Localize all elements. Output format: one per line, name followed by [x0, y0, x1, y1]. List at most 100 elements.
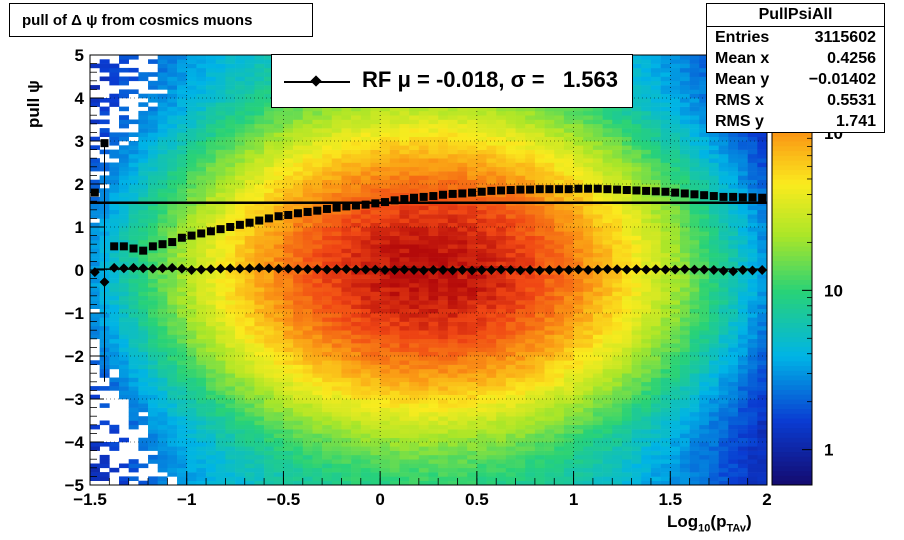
heatmap-cell	[544, 416, 555, 421]
heatmap-cell	[244, 411, 255, 417]
heatmap-cell	[273, 175, 284, 180]
heatmap-cell	[254, 420, 265, 426]
heatmap-cell	[206, 459, 217, 464]
heatmap-cell	[525, 175, 536, 180]
heatmap-cell	[515, 368, 526, 374]
heatmap-cell	[273, 325, 284, 331]
heatmap-cell	[302, 136, 313, 142]
heatmap-cell	[583, 162, 594, 168]
heatmap-cell	[351, 115, 362, 120]
heatmap-cell	[293, 325, 304, 331]
heatmap-cell	[293, 308, 304, 314]
heatmap-cell	[563, 351, 574, 357]
heatmap-cell	[457, 386, 468, 391]
heatmap-cell	[505, 394, 516, 400]
heatmap-cell	[225, 188, 236, 193]
heatmap-cell	[331, 424, 342, 430]
heatmap-cell	[583, 209, 594, 215]
heatmap-cell	[370, 386, 381, 391]
heatmap-cell	[544, 274, 555, 279]
heatmap-cell	[264, 179, 275, 185]
heatmap-cell	[196, 239, 207, 245]
heatmap-cell	[99, 128, 110, 133]
heatmap-cell	[235, 394, 246, 400]
heatmap-cell	[90, 162, 100, 168]
heatmap-cell	[486, 282, 497, 288]
heatmap-cell	[273, 433, 284, 438]
heatmap-cell	[283, 325, 294, 331]
heatmap-cell	[515, 424, 526, 430]
heatmap-cell	[370, 231, 381, 236]
heatmap-cell	[293, 252, 304, 258]
heatmap-cell	[148, 334, 158, 340]
heatmap-cell	[331, 343, 342, 348]
heatmap-cell	[167, 364, 178, 370]
heatmap-cell	[341, 192, 352, 198]
heatmap-cell	[486, 394, 497, 400]
heatmap-cell	[273, 239, 284, 245]
heatmap-cell	[167, 472, 178, 477]
heatmap-cell	[264, 287, 275, 292]
heatmap-cell	[418, 347, 429, 352]
heatmap-cell	[418, 136, 429, 142]
heatmap-cell	[167, 63, 178, 69]
heatmap-cell	[273, 308, 284, 314]
heatmap-cell	[177, 252, 188, 258]
heatmap-cell	[457, 381, 468, 387]
heatmap-cell	[264, 67, 275, 73]
heatmap-cell	[418, 313, 429, 318]
heatmap-cell	[409, 467, 420, 473]
heatmap-cell	[438, 338, 449, 344]
heatmap-cell	[157, 317, 168, 322]
heatmap-cell	[215, 128, 226, 133]
heatmap-cell	[331, 239, 342, 245]
heatmap-cell	[428, 446, 439, 451]
heatmap-cell	[215, 450, 226, 456]
heatmap-cell	[148, 252, 158, 258]
heatmap-cell	[525, 446, 536, 451]
heatmap-cell	[447, 227, 458, 232]
heatmap-cell	[389, 115, 400, 120]
heatmap-cell	[302, 196, 313, 202]
heatmap-cell	[505, 158, 516, 163]
heatmap-cell	[428, 282, 439, 288]
heatmap-cell	[138, 463, 149, 469]
heatmap-cell	[90, 317, 100, 322]
heatmap-cell	[128, 291, 139, 297]
heatmap-cell	[215, 85, 226, 90]
heatmap-cell	[157, 429, 168, 434]
heatmap-cell	[554, 304, 565, 309]
heatmap-cell	[534, 442, 545, 447]
heatmap-cell	[544, 287, 555, 292]
heatmap-cell	[447, 338, 458, 344]
heatmap-cell	[438, 463, 449, 469]
heatmap-cell	[167, 399, 178, 404]
heatmap-cell	[157, 381, 168, 387]
heatmap-cell	[438, 244, 449, 249]
heatmap-cell	[563, 128, 574, 133]
heatmap-cell	[254, 179, 265, 185]
heatmap-cell	[341, 218, 352, 223]
heatmap-cell	[496, 356, 507, 361]
heatmap-cell	[196, 394, 207, 400]
heatmap-cell	[525, 196, 536, 202]
heatmap-cell	[467, 313, 478, 318]
heatmap-cell	[235, 386, 246, 391]
heatmap-cell	[186, 136, 197, 142]
heatmap-cell	[496, 360, 507, 365]
heatmap-cell	[293, 244, 304, 249]
heatmap-cell	[534, 115, 545, 120]
heatmap-cell	[409, 119, 420, 125]
heatmap-cell	[109, 274, 120, 279]
heatmap-cell	[341, 145, 352, 150]
heatmap-cell	[119, 394, 129, 400]
heatmap-cell	[196, 437, 207, 443]
heatmap-cell	[167, 450, 178, 456]
heatmap-cell	[244, 295, 255, 301]
heatmap-cell	[573, 373, 584, 378]
heatmap-cell	[360, 231, 371, 236]
heatmap-cell	[399, 394, 410, 400]
heatmap-cell	[186, 153, 197, 159]
heatmap-cell	[264, 467, 275, 473]
heatmap-cell	[583, 476, 594, 481]
